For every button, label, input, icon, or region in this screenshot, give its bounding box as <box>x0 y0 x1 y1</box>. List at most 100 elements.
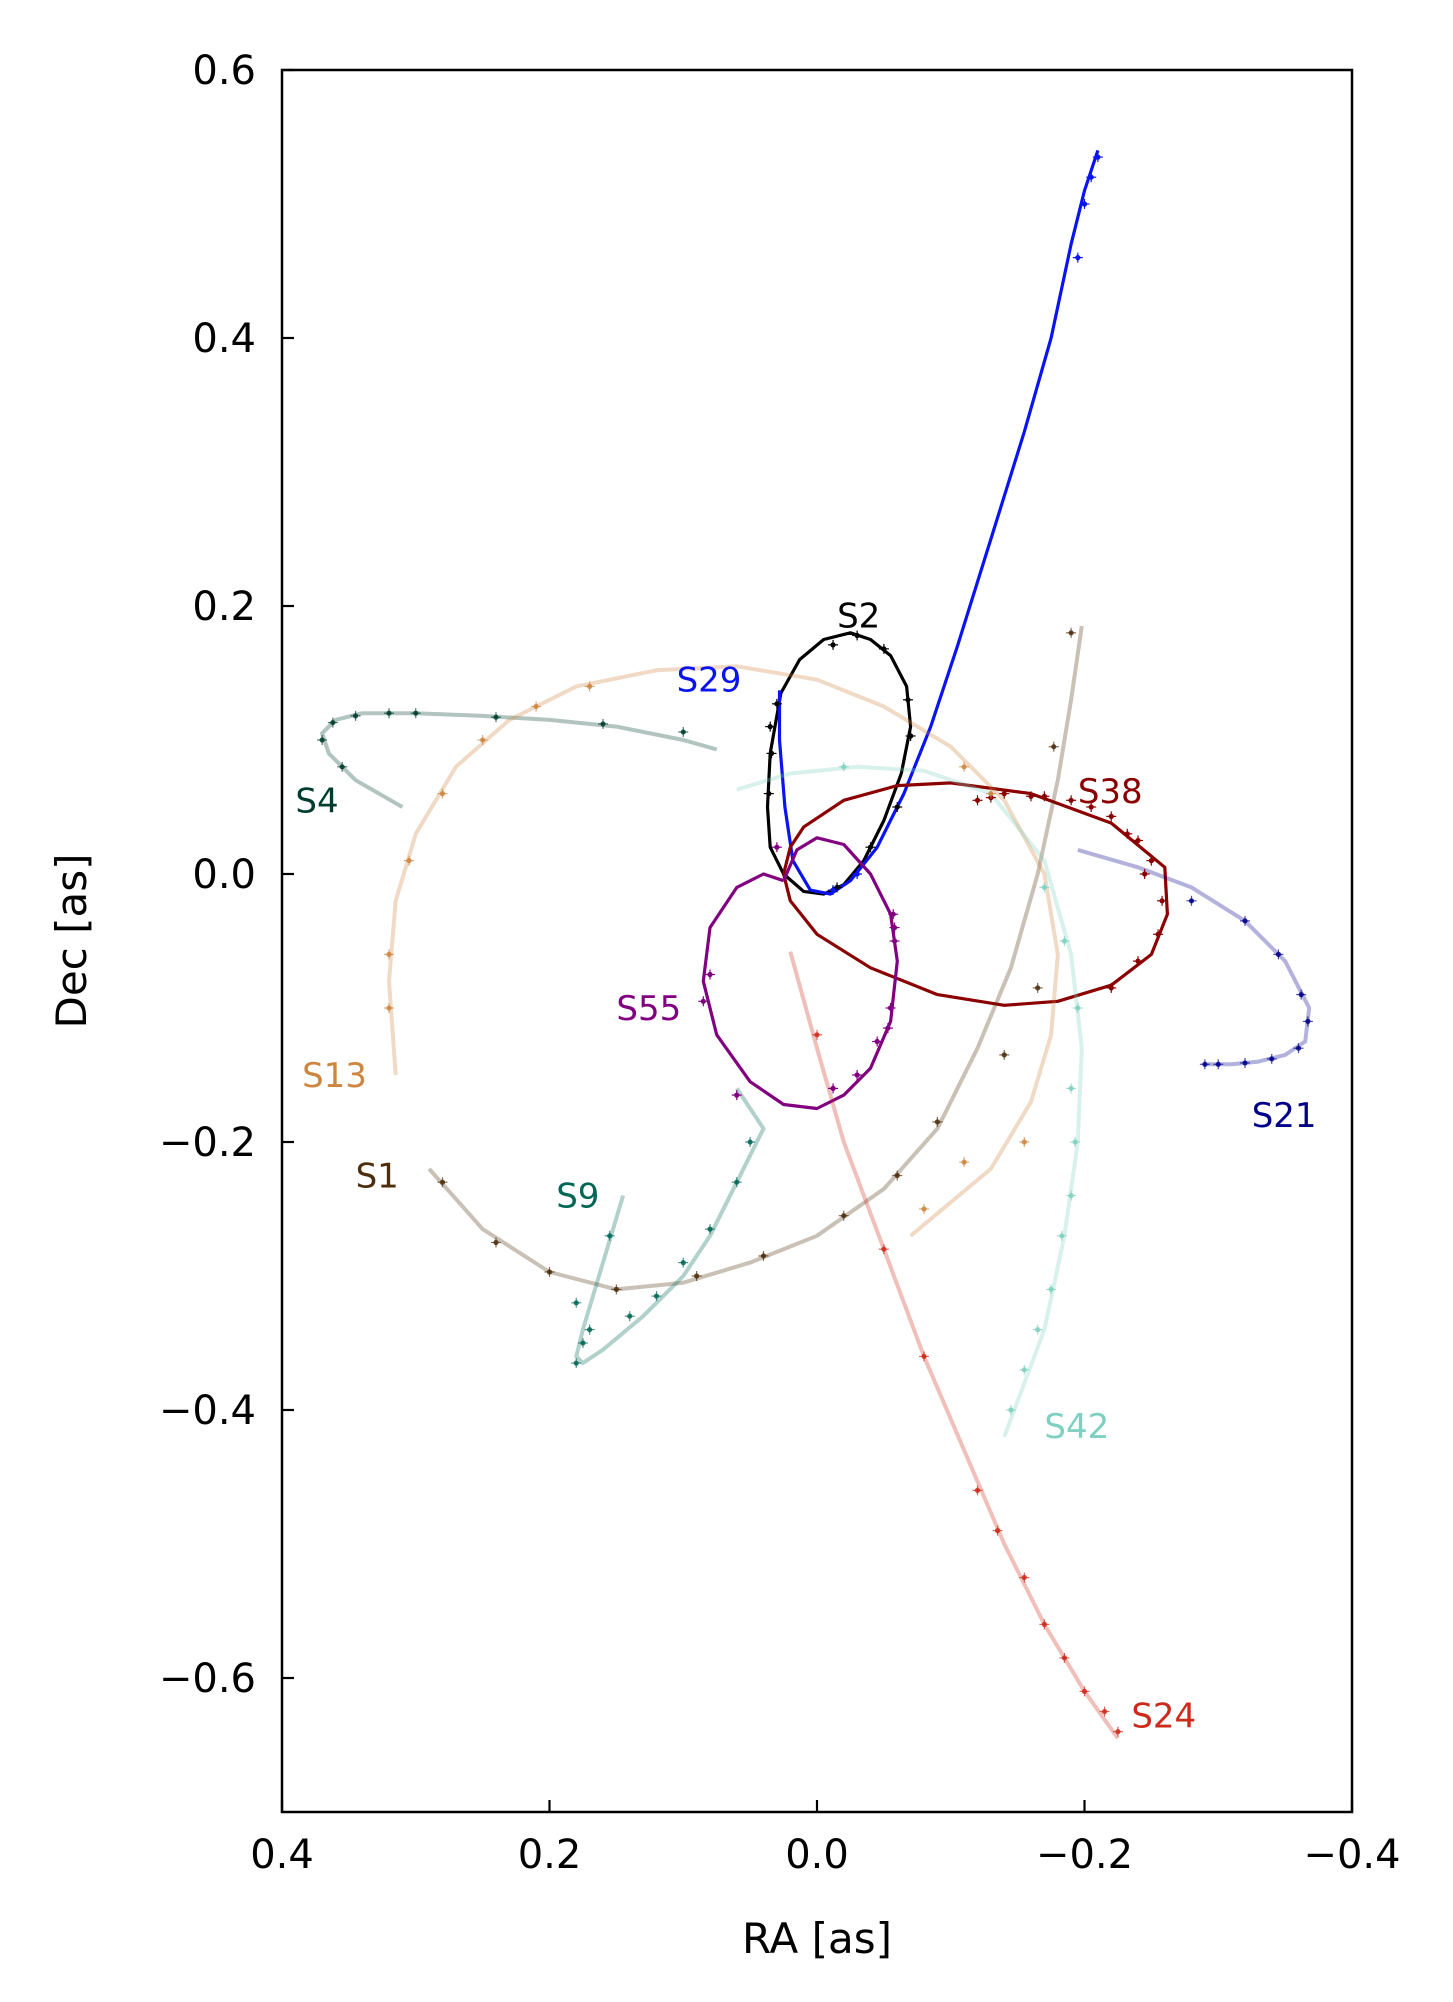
label-s2: S2 <box>837 596 880 636</box>
data-point-s42 <box>1066 1083 1077 1094</box>
data-point-s13 <box>959 761 970 772</box>
data-point-s9 <box>731 1177 742 1188</box>
data-point-s38 <box>1106 982 1117 993</box>
data-point-s24 <box>992 1525 1003 1536</box>
x-tick-label: 0.2 <box>518 1832 582 1878</box>
data-point-s21 <box>1296 989 1307 1000</box>
data-point-s4 <box>317 735 328 745</box>
data-point-s55 <box>872 1036 883 1047</box>
x-tick-label: 0.0 <box>785 1832 849 1878</box>
data-point-s9 <box>584 1324 595 1335</box>
data-point-s55 <box>852 1070 863 1080</box>
data-point-s29 <box>1092 152 1103 163</box>
y-tick-label: 0.4 <box>192 316 256 362</box>
data-point-s2 <box>852 630 863 641</box>
data-point-s9 <box>705 1224 715 1235</box>
data-point-s38 <box>1146 855 1157 866</box>
data-point-s24 <box>878 1244 889 1255</box>
data-point-s29 <box>1079 199 1090 209</box>
data-point-s55 <box>882 1023 893 1034</box>
data-point-s21 <box>1293 1043 1304 1054</box>
data-point-s42 <box>1032 1324 1043 1335</box>
data-point-s24 <box>812 1029 822 1040</box>
data-point-s38 <box>1026 791 1036 802</box>
data-point-s55 <box>771 842 782 853</box>
data-point-s38 <box>1153 929 1164 940</box>
data-point-s13 <box>531 701 542 712</box>
x-tick-label: 0.4 <box>250 1832 314 1878</box>
data-point-s1 <box>491 1237 501 1248</box>
data-point-s2 <box>828 639 839 650</box>
label-s24: S24 <box>1131 1697 1196 1737</box>
data-point-s55 <box>889 922 900 933</box>
data-point-s42 <box>1046 1284 1057 1295</box>
orbit-s24 <box>788 951 1120 1740</box>
data-point-s38 <box>1157 895 1168 906</box>
data-point-s29 <box>1086 172 1097 183</box>
data-point-s42 <box>1039 882 1050 893</box>
data-point-s55 <box>731 1090 742 1101</box>
data-point-s13 <box>584 681 595 692</box>
data-point-s24 <box>1059 1652 1070 1663</box>
orbit-s38 <box>782 781 1169 1007</box>
y-tick-label: 0.6 <box>192 48 256 94</box>
data-point-s1 <box>932 1116 943 1127</box>
data-point-s4 <box>337 761 348 772</box>
data-point-s13 <box>985 788 996 799</box>
data-point-s1 <box>611 1284 622 1295</box>
data-point-s21 <box>1240 1057 1250 1068</box>
data-point-s2 <box>763 788 774 799</box>
data-point-s1 <box>1032 982 1043 993</box>
data-point-s1 <box>1048 741 1059 752</box>
data-point-s2 <box>765 721 776 732</box>
orbit-s29 <box>777 149 1100 896</box>
data-point-s13 <box>384 949 394 960</box>
data-point-s9 <box>651 1291 662 1302</box>
data-point-s21 <box>1186 895 1197 906</box>
data-point-s1 <box>758 1250 769 1261</box>
label-s1: S1 <box>356 1157 399 1197</box>
y-tick-label: 0.0 <box>192 852 256 898</box>
data-point-s21 <box>1240 915 1250 926</box>
plot-frame <box>280 68 1354 1814</box>
data-point-s21 <box>1199 1059 1210 1070</box>
label-s4: S4 <box>295 781 338 821</box>
data-point-s42 <box>838 761 849 772</box>
data-point-s24 <box>1039 1619 1050 1630</box>
x-axis-ticks: 0.4 0.2 0.0 −0.2 −0.4 <box>250 1800 1401 1878</box>
label-s21: S21 <box>1252 1096 1317 1136</box>
data-point-s4 <box>327 717 338 728</box>
orbit-s2 <box>765 631 913 896</box>
orbits-layer <box>320 149 1312 1740</box>
data-point-s2 <box>902 694 913 705</box>
data-point-s1 <box>544 1266 555 1277</box>
data-point-s38 <box>1133 835 1143 846</box>
orbit-s9 <box>574 1087 766 1366</box>
data-point-s9 <box>624 1311 635 1322</box>
data-point-s55 <box>698 996 709 1007</box>
data-point-s9 <box>571 1358 582 1369</box>
data-point-s2 <box>892 802 903 812</box>
data-point-s24 <box>1112 1726 1123 1737</box>
data-point-s9 <box>678 1257 689 1268</box>
data-point-s29 <box>1072 252 1083 263</box>
data-point-s38 <box>1122 828 1133 839</box>
data-point-s2 <box>905 730 916 741</box>
data-point-s13 <box>437 788 448 799</box>
data-point-s42 <box>1070 1137 1081 1147</box>
points-layer <box>317 152 1313 1737</box>
y-tick-label: −0.2 <box>159 1120 256 1166</box>
data-point-s9 <box>571 1297 582 1308</box>
data-point-s42 <box>1056 1230 1067 1241</box>
orbit-s4 <box>320 711 718 809</box>
data-point-s4 <box>350 710 361 721</box>
data-point-s4 <box>384 708 394 719</box>
data-point-s4 <box>491 712 501 723</box>
data-point-s38 <box>1139 869 1150 879</box>
label-s29: S29 <box>677 661 742 701</box>
data-point-s13 <box>384 1003 394 1013</box>
data-point-s55 <box>888 909 899 920</box>
data-point-s9 <box>604 1230 615 1241</box>
data-point-s55 <box>705 969 715 980</box>
